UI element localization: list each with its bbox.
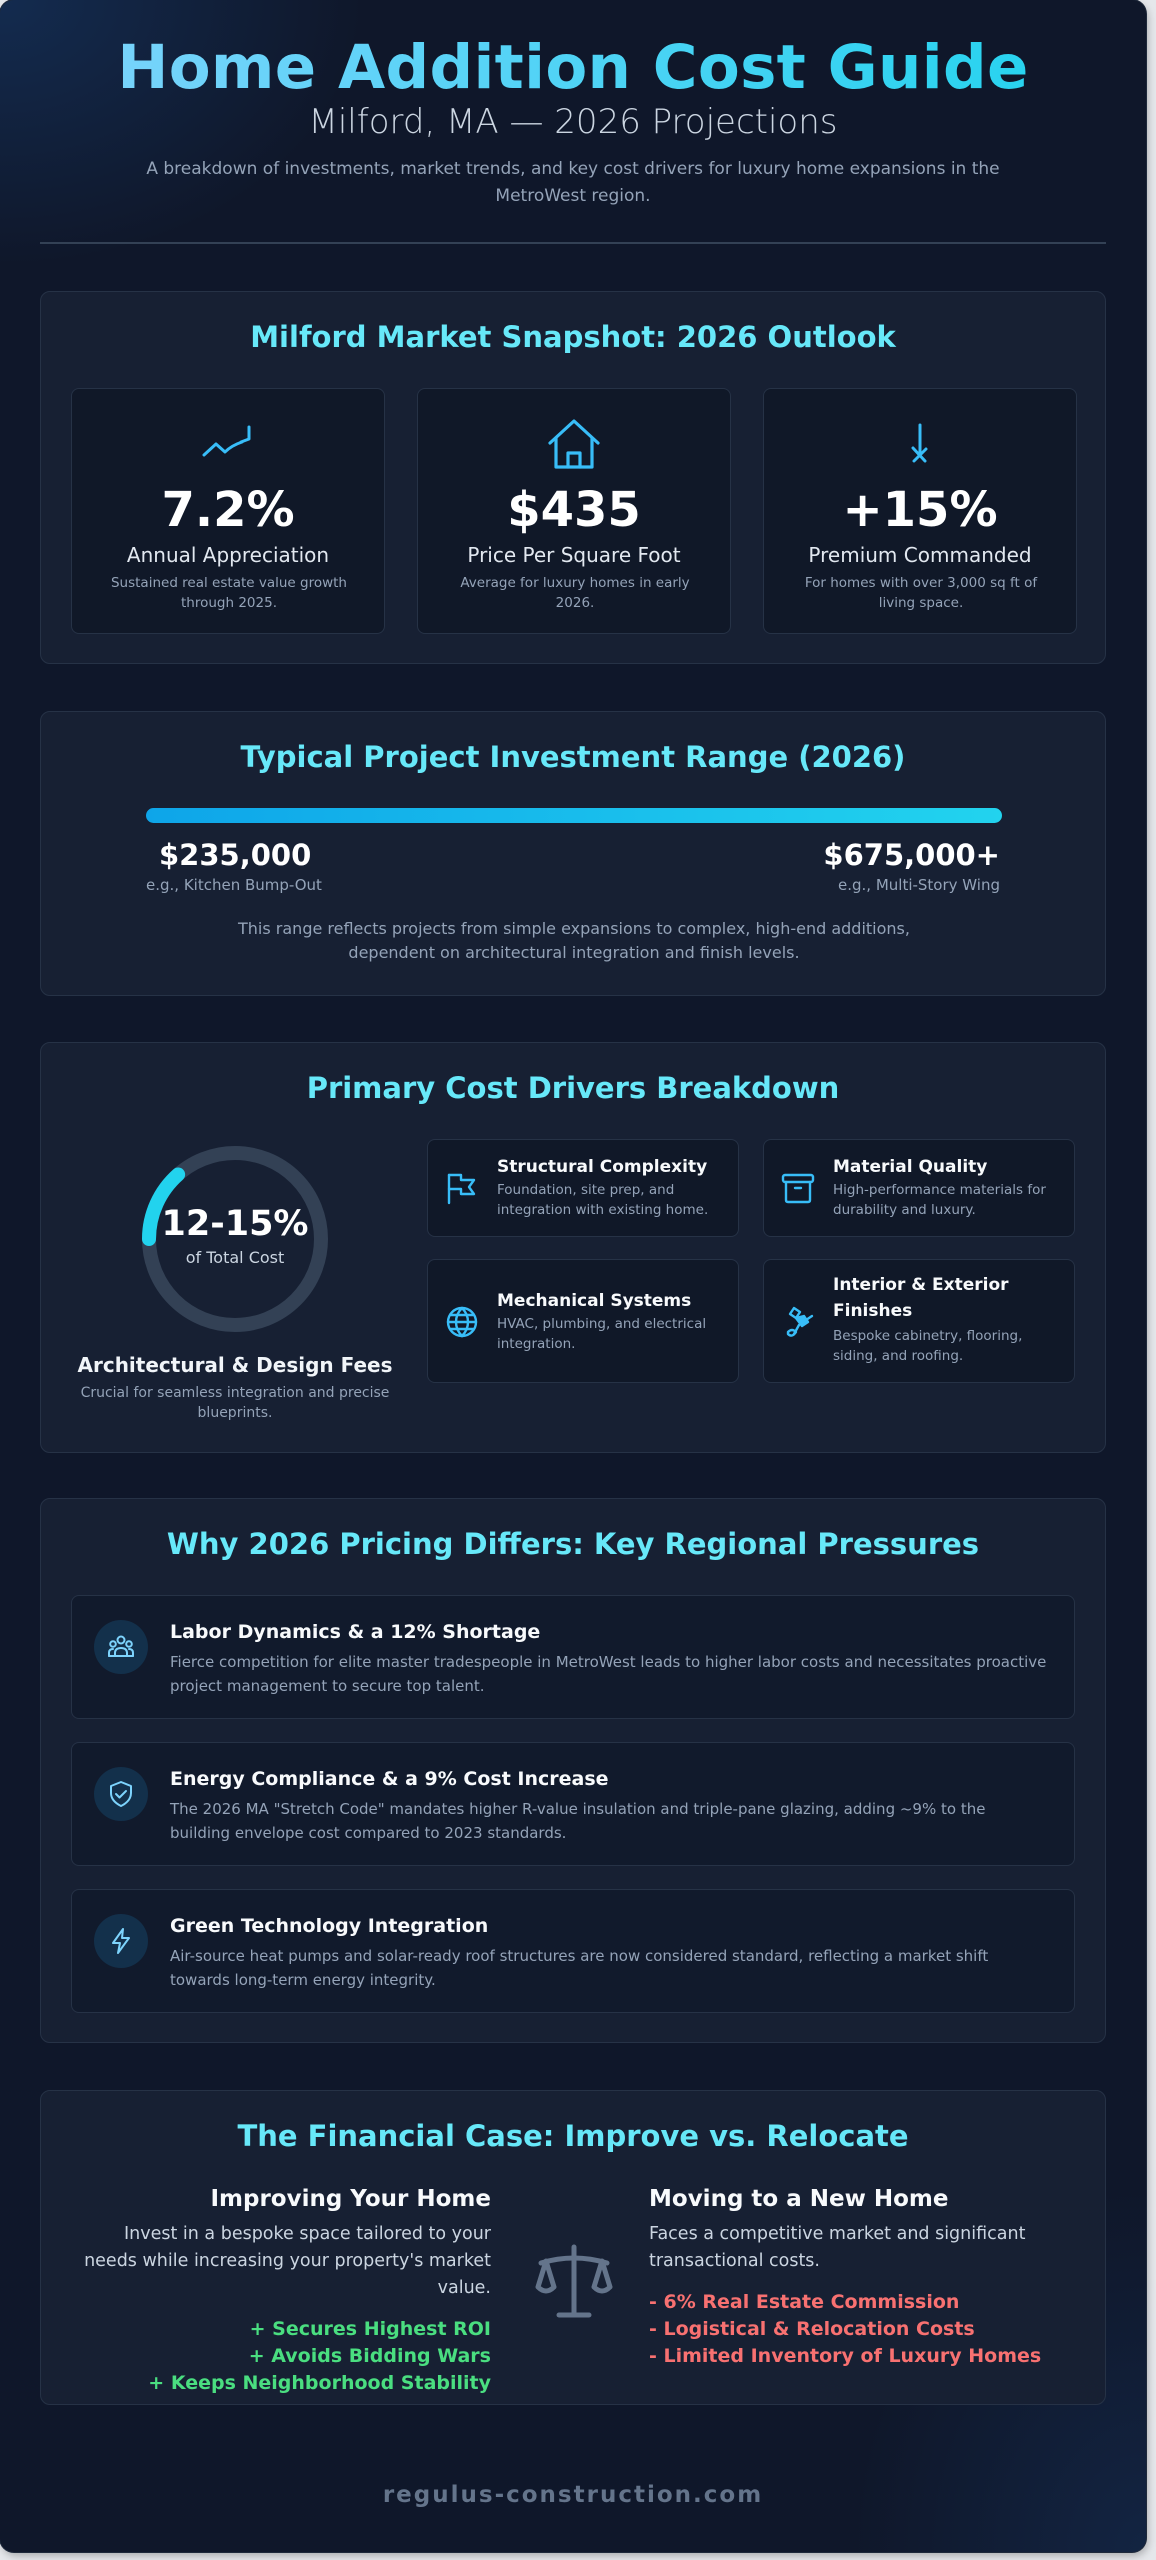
pressure-title: Energy Compliance & a 9% Cost Increase <box>170 1768 609 1790</box>
pressure-item-green-tech: Green Technology Integration Air-source … <box>71 1889 1075 2013</box>
header-divider <box>40 242 1106 244</box>
regional-pressures-section: Why 2026 Pricing Differs: Key Regional P… <box>40 1498 1106 2043</box>
trending-up-icon <box>202 425 251 457</box>
range-note: This range reflects projects from simple… <box>238 919 910 962</box>
investment-range-section: Typical Project Investment Range (2026) … <box>40 711 1106 996</box>
driver-desc: High-performance materials for durabilit… <box>833 1182 1046 1218</box>
stat-card-appreciation: 7.2% Annual Appreciation Sustained real … <box>71 388 385 634</box>
icon-badge <box>94 1620 148 1674</box>
driver-desc: Bespoke cabinetry, flooring, siding, and… <box>833 1328 1023 1364</box>
drawback-item: - Limited Inventory of Luxury Homes <box>649 2345 1042 2367</box>
drawback-item: - 6% Real Estate Commission <box>649 2291 960 2313</box>
house-icon <box>548 419 600 469</box>
users-icon <box>108 1635 134 1657</box>
pressure-title: Green Technology Integration <box>170 1915 489 1937</box>
driver-card-mechanical: Mechanical Systems HVAC, plumbing, and e… <box>427 1259 739 1383</box>
ring-chart-graphic <box>142 1146 328 1332</box>
section-title: The Financial Case: Improve vs. Relocate <box>237 2119 909 2153</box>
cost-drivers-section: Primary Cost Drivers Breakdown 12-15% of… <box>40 1042 1106 1453</box>
pressure-title: Labor Dynamics & a 12% Shortage <box>170 1621 541 1643</box>
drawback-item: - Logistical & Relocation Costs <box>649 2318 975 2340</box>
stat-desc: Sustained real estate value growth throu… <box>110 575 347 611</box>
benefit-item: + Keeps Neighborhood Stability <box>148 2372 491 2394</box>
range-high-value: $675,000+ <box>823 838 1000 872</box>
financial-case-section: The Financial Case: Improve vs. Relocate… <box>40 2090 1106 2405</box>
range-bar <box>146 808 1002 823</box>
improve-benefits-list: + Secures Highest ROI + Avoids Bidding W… <box>71 2316 491 2397</box>
section-title: Why 2026 Pricing Differs: Key Regional P… <box>166 1527 980 1561</box>
globe-icon <box>446 1306 478 1338</box>
stat-desc: Average for luxury homes in early 2026. <box>460 575 690 611</box>
benefit-item: + Secures Highest ROI <box>249 2318 491 2340</box>
driver-title: Structural Complexity <box>497 1157 708 1177</box>
flag-icon <box>447 1173 476 1205</box>
range-low-example: e.g., Kitchen Bump-Out <box>146 876 322 894</box>
stat-value: 7.2% <box>161 482 295 538</box>
lightning-icon <box>112 1928 130 1954</box>
footer-website[interactable]: regulus-construction.com <box>382 2482 764 2508</box>
range-high-example: e.g., Multi-Story Wing <box>838 876 1000 894</box>
stat-label: Annual Appreciation <box>126 543 330 567</box>
ring-desc: Crucial for seamless integration and pre… <box>80 1385 390 1421</box>
improve-heading: Improving Your Home <box>210 2186 491 2212</box>
pressure-item-energy: Energy Compliance & a 9% Cost Increase T… <box>71 1742 1075 1866</box>
improve-column: Improving Your Home Invest in a bespoke … <box>71 2183 491 2397</box>
range-low-value: $235,000 <box>159 838 312 872</box>
stat-desc: For homes with over 3,000 sq ft of livin… <box>804 575 1038 611</box>
archive-box-icon <box>781 1173 815 1204</box>
benefit-item: + Avoids Bidding Wars <box>248 2345 491 2367</box>
driver-title: Mechanical Systems <box>497 1291 692 1311</box>
driver-card-finishes: Interior & Exterior Finishes Bespoke cab… <box>763 1259 1075 1383</box>
driver-card-material: Material Quality High-performance materi… <box>763 1139 1075 1237</box>
ring-label: Architectural & Design Fees <box>77 1353 393 1377</box>
page-subtitle: Milford, MA — 2026 Projections <box>308 102 838 142</box>
paint-tools-icon <box>786 1306 814 1337</box>
arrow-down-icon <box>911 423 928 463</box>
stat-card-premium: +15% Premium Commanded For homes with ov… <box>763 388 1077 634</box>
ring-subtext: of Total Cost <box>185 1248 285 1267</box>
balance-scale-icon <box>535 2244 613 2318</box>
section-title: Milford Market Snapshot: 2026 Outlook <box>250 320 896 354</box>
pressure-desc: Air-source heat pumps and solar-ready ro… <box>170 1947 989 1989</box>
market-snapshot-section: Milford Market Snapshot: 2026 Outlook 7.… <box>40 291 1106 664</box>
stat-card-price-per-sqft: $435 Price Per Square Foot Average for l… <box>417 388 731 634</box>
driver-desc: HVAC, plumbing, and electrical integrati… <box>497 1316 707 1352</box>
icon-badge <box>94 1914 148 1968</box>
icon-badge <box>94 1767 148 1821</box>
page-title: Home Addition Cost Guide <box>40 32 1106 104</box>
stat-label: Premium Commanded <box>808 543 1032 567</box>
pressure-item-labor: Labor Dynamics & a 12% Shortage Fierce c… <box>71 1595 1075 1719</box>
stat-label: Price Per Square Foot <box>467 543 681 567</box>
ring-value: 12-15% <box>161 1204 309 1244</box>
stat-value: +15% <box>842 482 998 538</box>
improve-desc: Invest in a bespoke space tailored to yo… <box>84 2224 491 2298</box>
relocate-heading: Moving to a New Home <box>649 2186 949 2212</box>
driver-desc: Foundation, site prep, and integration w… <box>497 1182 709 1218</box>
design-fees-ring-chart: 12-15% of Total Cost <box>137 1141 333 1337</box>
pressure-desc: The 2026 MA "Stretch Code" mandates high… <box>170 1800 986 1842</box>
ring-fill <box>142 1146 328 1332</box>
stat-value: $435 <box>507 482 641 538</box>
shield-check-icon <box>110 1781 132 1807</box>
driver-title: Interior & Exterior Finishes <box>833 1275 1009 1321</box>
relocate-desc: Faces a competitive market and significa… <box>649 2224 1026 2271</box>
driver-card-structural: Structural Complexity Foundation, site p… <box>427 1139 739 1237</box>
section-title: Typical Project Investment Range (2026) <box>240 740 906 774</box>
relocate-drawbacks-list: - 6% Real Estate Commission - Logistical… <box>649 2289 1069 2370</box>
pressure-desc: Fierce competition for elite master trad… <box>170 1653 1047 1695</box>
intro-text: A breakdown of investments, market trend… <box>146 159 1000 206</box>
driver-title: Material Quality <box>833 1157 988 1177</box>
section-title: Primary Cost Drivers Breakdown <box>306 1071 840 1105</box>
relocate-column: Moving to a New Home Faces a competitive… <box>649 2183 1069 2370</box>
